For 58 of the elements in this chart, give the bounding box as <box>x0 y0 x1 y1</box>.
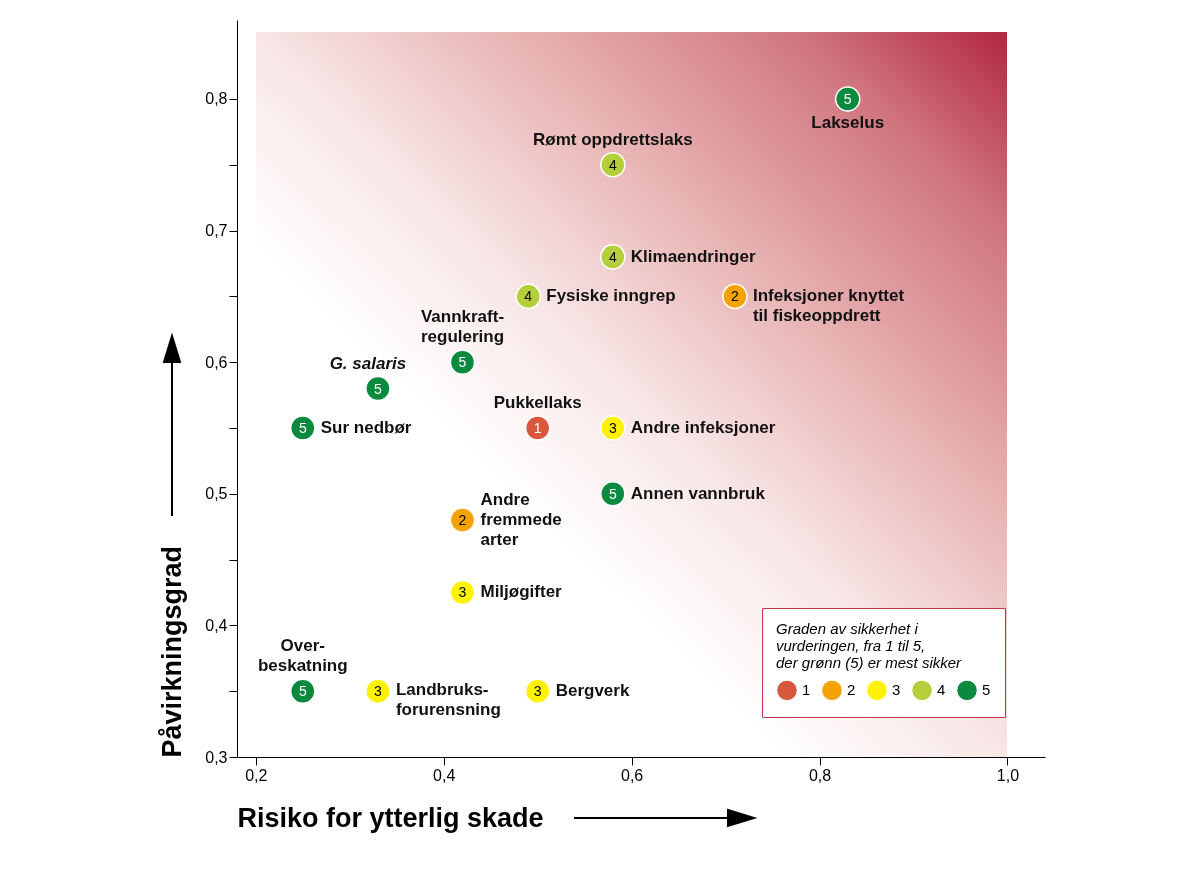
legend-label: 4 <box>937 681 946 699</box>
y-tick-label: 0,4 <box>205 616 228 634</box>
x-tick-label: 1,0 <box>996 766 1020 784</box>
text: 5 <box>298 419 307 436</box>
y-tick-label: 0,5 <box>205 485 228 503</box>
annotation: Vannkraft-regulering <box>420 307 505 347</box>
x-tick-label: 0,4 <box>433 766 456 784</box>
point <box>524 415 551 441</box>
y-axis-title: Påvirkningsgrad <box>157 545 188 758</box>
x-tick-label: 0,8 <box>808 766 832 784</box>
text: 4 <box>608 248 617 265</box>
annotation: Andre fremmede arter <box>480 490 562 550</box>
text: 3 <box>374 683 382 700</box>
annotation: Annen vannbruk <box>630 483 766 503</box>
annotation: Andre infeksjoner <box>630 417 776 437</box>
y-tick-label: 0,7 <box>205 222 228 240</box>
annotation: Rømt oppdrettslaks <box>532 129 693 149</box>
legend-label: 5 <box>982 681 991 699</box>
text: 5 <box>458 354 467 371</box>
y-tick-label: 0,6 <box>205 353 228 371</box>
annotation: Landbruks-forurensning <box>395 680 501 720</box>
point <box>834 86 861 112</box>
legend-title: Graden av sikkerhet i vurderingen, fra 1 til 5, der grønn (5) er mest sikker <box>776 620 963 671</box>
text: 2 <box>458 512 467 529</box>
annotation: Klimaendringer <box>630 246 756 266</box>
annotation: Lakselus <box>811 112 885 132</box>
text: 5 <box>374 380 382 397</box>
text: 1 <box>533 419 542 436</box>
y-tick-label: 0,3 <box>205 748 228 766</box>
annotation: Over-beskatning <box>257 636 348 676</box>
x-axis-title: Risiko for ytterlig skade <box>237 802 544 833</box>
legend-label: 2 <box>847 681 856 699</box>
point <box>722 283 748 310</box>
text: 5 <box>608 485 617 502</box>
legend-label: 1 <box>802 681 811 699</box>
annotation: Miljøgifter <box>480 582 563 602</box>
legend-label: 3 <box>892 681 901 699</box>
text: 5 <box>843 90 852 107</box>
x-tick-label: 0,2 <box>245 766 268 784</box>
annotation: Bergverk <box>555 681 630 701</box>
annotation: Pukkellaks <box>493 392 582 412</box>
text: 3 <box>458 584 467 601</box>
text: 4 <box>524 288 533 305</box>
annotation: G. salaris <box>329 353 407 373</box>
annotation: Fysiske inngrep <box>546 286 676 306</box>
x-tick-label: 0,6 <box>620 766 644 784</box>
point <box>524 678 551 704</box>
point <box>449 579 476 606</box>
text: 5 <box>298 683 307 700</box>
text: 2 <box>731 288 739 305</box>
annotation: Infeksjoner knyttet til fiskeoppdrett <box>752 286 905 326</box>
annotation: Sur nedbør <box>320 417 412 437</box>
text: 4 <box>608 156 617 173</box>
text: 3 <box>533 683 542 700</box>
point <box>449 349 476 375</box>
text: 3 <box>608 419 617 436</box>
point <box>449 507 476 533</box>
y-tick-label: 0,8 <box>205 90 228 108</box>
